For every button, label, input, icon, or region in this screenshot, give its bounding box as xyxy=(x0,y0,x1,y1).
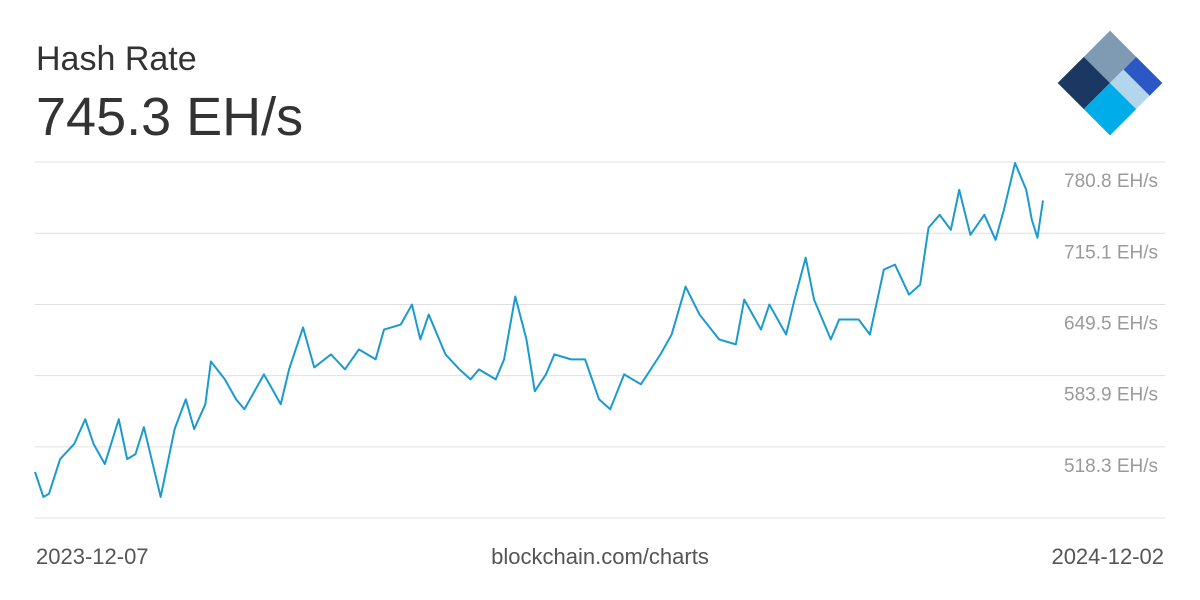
logo-piece xyxy=(1123,56,1163,96)
current-value: 745.3 EH/s xyxy=(36,87,303,147)
chart-title: Hash Rate xyxy=(36,40,197,78)
y-tick-label: 518.3 EH/s xyxy=(1064,456,1158,477)
logo-piece xyxy=(1083,30,1137,83)
x-start-label: 2023-12-07 xyxy=(36,544,149,569)
y-tick-label: 649.5 EH/s xyxy=(1064,313,1158,334)
y-tick-label: 583.9 EH/s xyxy=(1064,385,1158,406)
logo-piece xyxy=(1083,83,1137,136)
y-tick-label: 715.1 EH/s xyxy=(1064,242,1158,263)
logo-piece xyxy=(1110,69,1150,110)
logo xyxy=(1057,30,1163,136)
y-tick-label: 780.8 EH/s xyxy=(1064,171,1158,192)
x-end-label: 2024-12-02 xyxy=(1051,544,1164,569)
data-line xyxy=(34,161,1044,498)
source: blockchain.com/charts xyxy=(491,544,709,569)
